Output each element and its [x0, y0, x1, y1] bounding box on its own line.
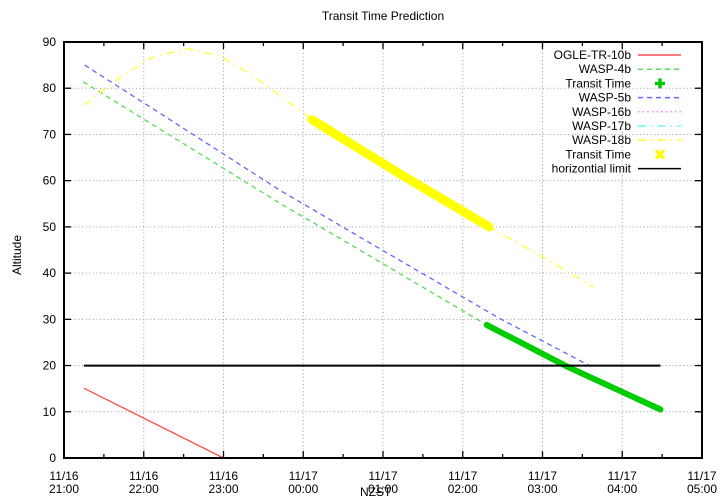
x-tick-time: 21:00 [49, 482, 79, 496]
series-lines [82, 47, 664, 459]
x-tick-date: 11/17 [289, 469, 318, 483]
x-tick-time: 23:00 [208, 482, 238, 496]
legend-label-wasp-16b-4: WASP-16b [572, 105, 631, 119]
axis-ticks [63, 41, 703, 459]
series-wasp-18b [83, 47, 594, 288]
y-tick-label: 20 [43, 359, 57, 373]
legend-label-wasp-18b-6: WASP-18b [572, 133, 631, 147]
x-tick-date: 11/17 [368, 469, 397, 483]
series-ogle-tr-10b [83, 387, 224, 459]
series-wasp-4b [82, 81, 661, 411]
y-tick-label: 40 [43, 266, 57, 280]
y-tick-label: 10 [43, 405, 57, 419]
x-tick-date: 11/17 [608, 469, 637, 483]
series-wasp-5b [84, 64, 592, 368]
y-tick-label: 50 [43, 220, 57, 234]
x-tick-time: 03:00 [527, 482, 557, 496]
x-tick-time: 22:00 [129, 482, 159, 496]
legend-label-wasp-17b-5: WASP-17b [572, 119, 631, 133]
legend-label-wasp-5b-3: WASP-5b [579, 91, 632, 105]
y-axis-title: Altitude [10, 234, 24, 276]
x-tick-time: 02:00 [448, 482, 478, 496]
legend-x-marker [654, 149, 666, 160]
gridlines [64, 42, 702, 458]
x-tick-date: 11/16 [49, 469, 78, 483]
y-tick-label: 60 [43, 174, 57, 188]
series-transit-time-x [307, 115, 494, 232]
legend-label-wasp-4b-1: WASP-4b [579, 62, 632, 76]
x-tick-time: 05:00 [687, 482, 717, 496]
y-tick-label: 70 [43, 127, 57, 141]
legend-label-ogle-tr-10b-0: OGLE-TR-10b [554, 48, 632, 62]
y-tick-label: 80 [43, 81, 57, 95]
x-tick-labels: 11/1621:0011/1622:0011/1623:0011/1700:00… [49, 469, 717, 496]
y-tick-labels: 0 10 20 30 40 50 60 70 80 90 [43, 35, 57, 465]
x-tick-date: 11/16 [209, 469, 238, 483]
x-axis-title: NZST [360, 485, 392, 499]
x-tick-time: 04:00 [607, 482, 637, 496]
x-tick-date: 11/17 [528, 469, 557, 483]
y-tick-label: 90 [43, 35, 57, 49]
x-tick-time: 01:00 [368, 482, 398, 496]
x-tick-date: 11/16 [129, 469, 158, 483]
legend-label-transit-time-7: Transit Time [565, 147, 631, 161]
legend-label-transit-time-2: Transit Time [565, 76, 631, 90]
legend-label-horizontial-limit-8: horizontial limit [552, 162, 632, 176]
y-tick-label: 30 [43, 312, 57, 326]
y-tick-label: 0 [49, 451, 56, 465]
x-tick-date: 11/17 [687, 469, 716, 483]
x-tick-date: 11/17 [448, 469, 477, 483]
series-transit-time-plus [483, 321, 664, 413]
chart-title: Transit Time Prediction [321, 9, 445, 23]
x-tick-time: 00:00 [288, 482, 318, 496]
legend-plus-marker [655, 78, 665, 89]
